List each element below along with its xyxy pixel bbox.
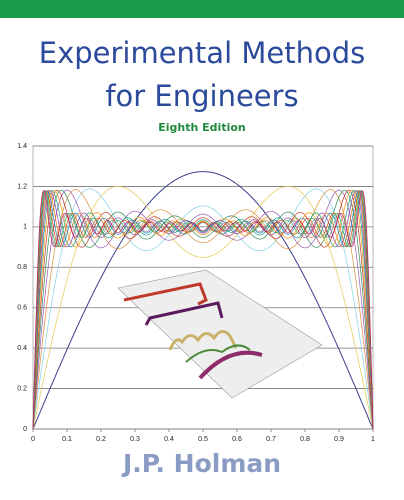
y-tick-label: 0.6 — [17, 305, 27, 312]
decorative-curve — [32, 189, 374, 430]
title-line: for Engineers — [105, 79, 298, 113]
decorative-curve — [32, 188, 374, 430]
decorative-curve — [32, 189, 374, 430]
decorative-curve — [32, 190, 374, 430]
x-tick-label: 0 — [31, 436, 35, 443]
x-tick-label: 0.2 — [96, 436, 106, 443]
decorative-curve — [32, 189, 374, 430]
y-tick-label: 0.8 — [17, 264, 27, 271]
inset-curve — [144, 301, 224, 326]
decorative-curve — [32, 171, 374, 430]
x-tick-label: 1 — [371, 436, 375, 443]
inset-curve — [168, 330, 238, 351]
y-tick-label: 1 — [23, 224, 27, 231]
decorative-curve — [32, 190, 374, 430]
y-tick-label: 1.2 — [17, 183, 27, 190]
inset-frame — [117, 269, 323, 399]
inset-curve — [185, 344, 251, 363]
inset-curve — [198, 350, 263, 380]
y-tick-label: 0.2 — [17, 385, 27, 392]
author: J.P. Holman — [121, 449, 281, 478]
decorative-curve — [32, 190, 374, 430]
x-tick-label: 0.7 — [266, 436, 276, 443]
decorative-curve — [32, 185, 374, 430]
decorative-curve — [32, 190, 374, 430]
title-line: Experimental Methods — [39, 36, 365, 70]
y-tick-label: 1.4 — [17, 143, 27, 150]
x-tick-label: 0.4 — [164, 436, 174, 443]
decorative-curve — [32, 190, 374, 430]
x-tick-label: 0.6 — [232, 436, 242, 443]
inset-figure — [117, 269, 323, 399]
y-tick-label: 0 — [23, 426, 27, 433]
x-tick-label: 0.1 — [62, 436, 72, 443]
y-tick-label: 0.4 — [17, 345, 27, 352]
inset-curve — [123, 282, 208, 306]
edition: Eighth Edition — [158, 121, 245, 134]
plot: 0 0.2 0.4 0.6 0.8 1 1.2 1.4 0 0.1 0.2 0.3 0.4 0.5 0.6 0… — [17, 143, 375, 443]
x-tick-label: 0.8 — [300, 436, 310, 443]
x-tick-label: 0.3 — [130, 436, 140, 443]
x-tick-label: 0.5 — [198, 436, 208, 443]
top-band — [0, 0, 404, 18]
decorative-curve — [32, 190, 374, 430]
x-tick-label: 0.9 — [334, 436, 344, 443]
